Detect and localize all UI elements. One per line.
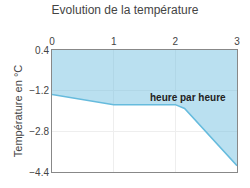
svg-text:−2.8: −2.8 (29, 126, 49, 137)
svg-text:3: 3 (234, 36, 240, 47)
svg-text:Evolution de la température: Evolution de la température (52, 3, 199, 17)
svg-text:2: 2 (173, 36, 179, 47)
svg-text:heure par heure: heure par heure (150, 92, 226, 103)
svg-text:0: 0 (49, 36, 55, 47)
svg-text:Température en °C: Température en °C (12, 65, 24, 157)
svg-text:0.4: 0.4 (35, 45, 49, 56)
svg-text:1: 1 (111, 36, 117, 47)
svg-text:−4.4: −4.4 (29, 167, 49, 178)
svg-text:−1.2: −1.2 (29, 85, 49, 96)
